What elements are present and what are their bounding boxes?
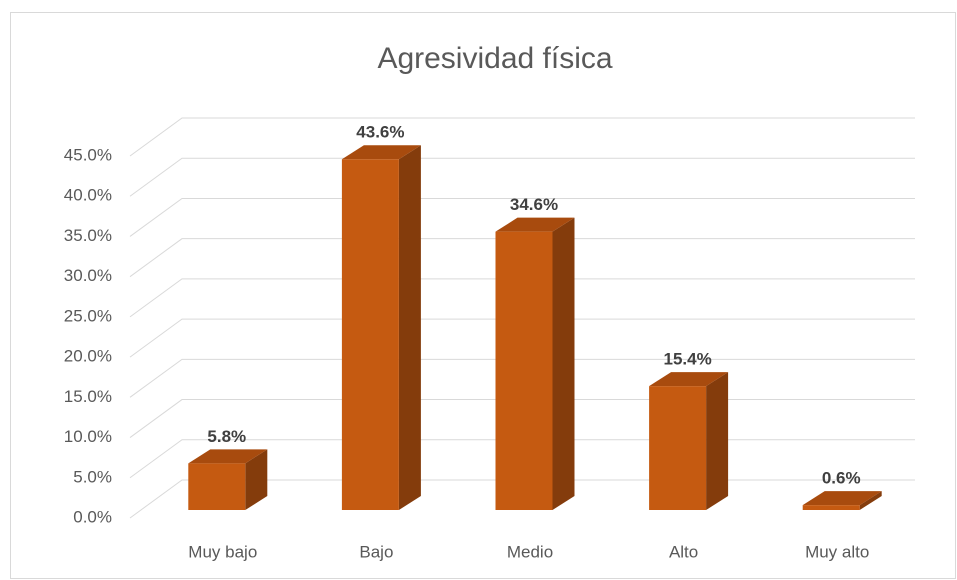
y-tick-label: 0.0% xyxy=(73,507,112,526)
grid-line xyxy=(129,197,915,237)
chart-border xyxy=(10,12,956,579)
data-label: 43.6% xyxy=(356,123,404,142)
bar-front xyxy=(188,463,246,510)
bar xyxy=(188,449,268,510)
bar xyxy=(802,491,882,510)
y-tick-label: 40.0% xyxy=(64,186,112,205)
bar-top xyxy=(495,217,575,232)
bar-top xyxy=(802,491,882,506)
data-label: 34.6% xyxy=(510,195,558,214)
data-label: 5.8% xyxy=(207,427,246,446)
y-tick-label: 5.0% xyxy=(73,467,112,486)
y-tick-label: 35.0% xyxy=(64,226,112,245)
bar-top xyxy=(188,449,268,464)
x-tick-label: Medio xyxy=(507,542,553,561)
y-tick-label: 30.0% xyxy=(64,266,112,285)
x-tick-label: Bajo xyxy=(359,542,393,561)
grid-line xyxy=(129,117,915,157)
grid-line xyxy=(129,358,915,398)
bar-side xyxy=(552,217,575,510)
bar xyxy=(341,145,421,511)
bar-side xyxy=(706,372,729,510)
grid-line xyxy=(129,157,915,197)
x-tick-label: Alto xyxy=(669,542,698,561)
y-tick-label: 15.0% xyxy=(64,387,112,406)
y-tick-label: 10.0% xyxy=(64,427,112,446)
y-tick-label: 25.0% xyxy=(64,306,112,325)
x-tick-label: Muy alto xyxy=(805,542,869,561)
bar-front xyxy=(649,386,707,510)
bar-side xyxy=(245,449,268,510)
y-tick-label: 20.0% xyxy=(64,347,112,366)
grid-line xyxy=(129,278,915,318)
grid-line xyxy=(129,318,915,358)
grid-line xyxy=(129,238,915,278)
bar-top xyxy=(341,145,421,160)
bar xyxy=(649,372,729,510)
bar-front xyxy=(495,231,553,510)
bar xyxy=(495,217,575,510)
bar-top xyxy=(649,372,729,387)
bar-front xyxy=(802,505,860,510)
chart-title: Agresividad física xyxy=(377,42,612,75)
data-label: 15.4% xyxy=(663,350,711,369)
bar-side xyxy=(859,491,882,510)
y-tick-label: 45.0% xyxy=(64,145,112,164)
data-label: 0.6% xyxy=(822,469,861,488)
x-tick-label: Muy bajo xyxy=(188,542,257,561)
bar-front xyxy=(341,159,399,511)
bar-side xyxy=(398,145,421,511)
